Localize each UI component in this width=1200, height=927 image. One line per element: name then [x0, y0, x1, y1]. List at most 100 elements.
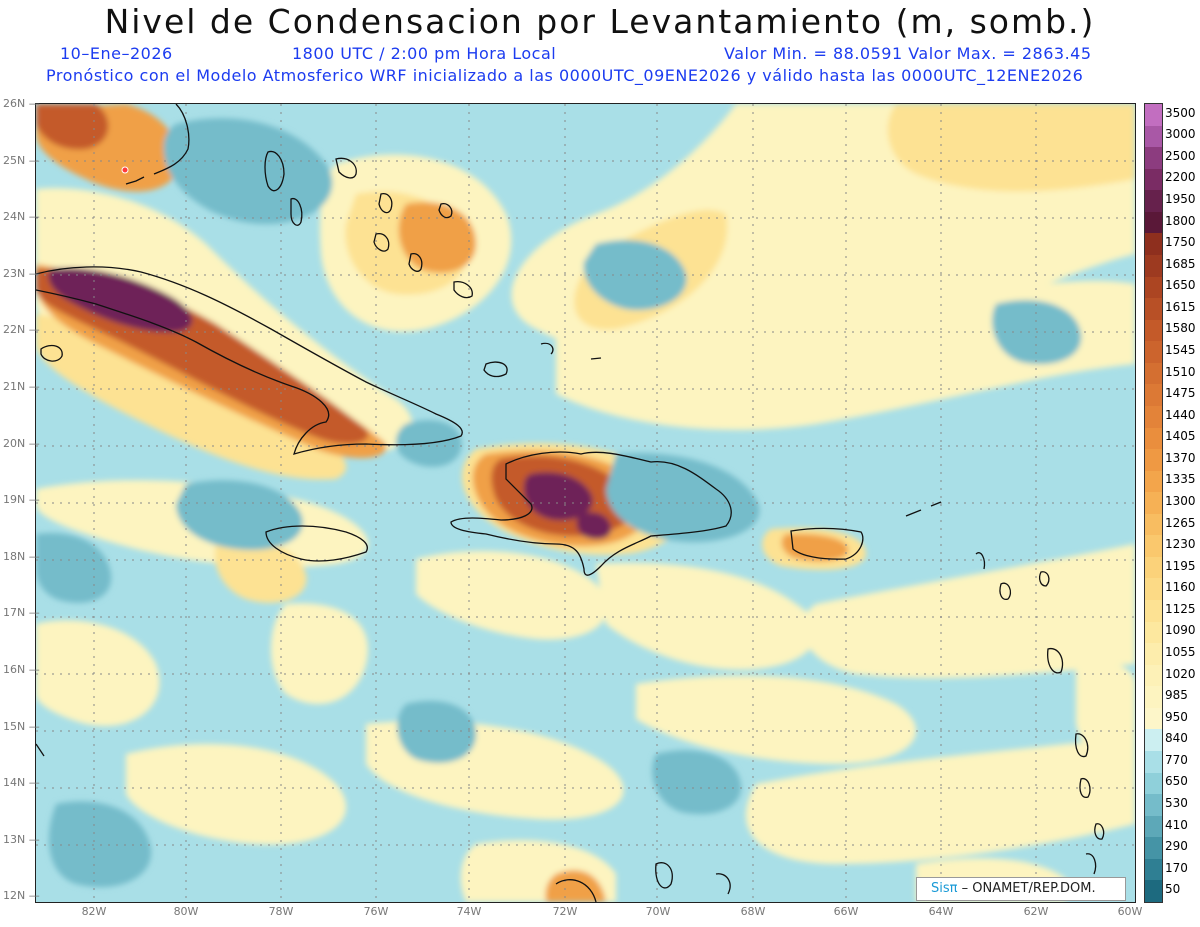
- graticule: [36, 104, 1135, 902]
- colorbar-label: 3500: [1165, 105, 1196, 120]
- colorbar-segment: [1145, 341, 1162, 364]
- lon-label: 60W: [1117, 905, 1143, 918]
- colorbar-segment: [1145, 104, 1162, 126]
- colorbar-segment: [1145, 362, 1162, 385]
- puerto-rico-coast: [790, 527, 864, 560]
- lat-label: 18N —: [3, 549, 40, 563]
- colorbar-label: 2200: [1165, 170, 1196, 185]
- lat-label: 12N —: [3, 889, 40, 903]
- colorbar-label: 840: [1165, 731, 1188, 746]
- colorbar-label: 1090: [1165, 623, 1196, 638]
- hispaniola-coast: [450, 451, 732, 576]
- colorbar-segment: [1145, 233, 1162, 256]
- colorbar-label: 1750: [1165, 235, 1196, 250]
- lat-label: 23N —: [3, 266, 40, 280]
- lon-label: 82W: [81, 905, 107, 918]
- colorbar-label: 1650: [1165, 278, 1196, 293]
- cuba-coast: [36, 266, 463, 455]
- lat-label: 24N —: [3, 210, 40, 224]
- colorbar-label: 950: [1165, 709, 1188, 724]
- colorbar-label: 1020: [1165, 666, 1196, 681]
- colorbar-segment: [1145, 276, 1162, 299]
- lon-label: 74W: [456, 905, 482, 918]
- colorbar-label: 410: [1165, 817, 1188, 832]
- colorbar-label: 1370: [1165, 450, 1196, 465]
- colorbar-label: 1510: [1165, 364, 1196, 379]
- lon-label: 66W: [833, 905, 859, 918]
- colorbar-label: 650: [1165, 774, 1188, 789]
- colorbar-label: 1335: [1165, 472, 1196, 487]
- colorbar-label: 1685: [1165, 256, 1196, 271]
- min-max-values: Valor Min. = 88.0591 Valor Max. = 2863.4…: [724, 44, 1092, 63]
- colorbar-segment: [1145, 125, 1162, 148]
- colorbar-label: 1230: [1165, 537, 1196, 552]
- bahamas-andros: [264, 150, 285, 192]
- colorbar-label: 1405: [1165, 429, 1196, 444]
- lon-label: 68W: [740, 905, 766, 918]
- lat-label: 20N —: [3, 436, 40, 450]
- colorbar-segment: [1145, 298, 1162, 321]
- colorbar-segment: [1145, 686, 1162, 709]
- colorbar-segment: [1145, 513, 1162, 536]
- colorbar-label: 50: [1165, 882, 1181, 897]
- colorbar-segment: [1145, 319, 1162, 342]
- jamaica-coast: [265, 525, 368, 562]
- lat-label: 17N —: [3, 606, 40, 620]
- colorbar-segment: [1145, 837, 1162, 860]
- colorbar-label: 985: [1165, 688, 1188, 703]
- credit-org: – ONAMET/REP.DOM.: [961, 881, 1096, 896]
- colorbar-segment: [1145, 600, 1162, 623]
- lat-label: 16N —: [3, 663, 40, 676]
- lcl-map: [35, 103, 1136, 903]
- colorbar-label: 1300: [1165, 494, 1196, 508]
- colorbar-segment: [1145, 147, 1162, 170]
- lat-label: 19N —: [3, 493, 40, 507]
- colorbar-segment: [1145, 729, 1162, 752]
- lon-label: 76W: [363, 905, 389, 918]
- colorbar-label: 2500: [1165, 148, 1196, 163]
- colorbar-segment: [1145, 794, 1162, 817]
- colorbar-segment: [1145, 772, 1162, 795]
- map-field-svg: [36, 104, 1135, 902]
- colorbar-segment: [1145, 858, 1162, 881]
- colorbar-label: 1440: [1165, 407, 1196, 422]
- colorbar-label: 530: [1165, 795, 1188, 810]
- colorbar-label: 1195: [1165, 558, 1196, 573]
- colorbar-segment: [1145, 254, 1162, 277]
- colorbar-segment: [1145, 470, 1162, 493]
- lon-label: 70W: [645, 905, 671, 918]
- colorbar-label: 1615: [1165, 299, 1196, 314]
- colorbar-label: 1160: [1165, 580, 1196, 595]
- colorbar-label: 1475: [1165, 386, 1196, 401]
- colorbar-segment: [1145, 880, 1162, 903]
- lat-label: 25N —: [3, 153, 40, 167]
- colorbar-label: 170: [1165, 860, 1188, 875]
- map-title: Nivel de Condensacion por Levantamiento …: [104, 2, 1096, 41]
- colorbar-segment: [1145, 405, 1162, 428]
- lon-label: 62W: [1023, 905, 1049, 918]
- colorbar-label: 1125: [1165, 601, 1196, 616]
- lon-label: 72W: [552, 905, 578, 918]
- colorbar-label: 1580: [1165, 321, 1196, 336]
- colorbar-segment: [1145, 211, 1162, 234]
- lat-label: 21N —: [3, 380, 40, 393]
- lat-label: 13N —: [3, 832, 40, 846]
- colorbar-segment: [1145, 384, 1162, 407]
- lon-label: 64W: [928, 905, 954, 918]
- colorbar-segment: [1145, 621, 1162, 644]
- lon-label: 80W: [173, 905, 199, 918]
- colorbar-label: 1545: [1165, 343, 1196, 358]
- colorbar-label: 1055: [1165, 644, 1196, 659]
- lat-label: 15N —: [3, 719, 40, 733]
- colorbar-segment: [1145, 449, 1162, 472]
- colorbar-segment: [1145, 578, 1162, 601]
- credit-box: Sisπ – ONAMET/REP.DOM.: [916, 877, 1126, 901]
- colorbar-segment: [1145, 643, 1162, 666]
- florida-coast: [153, 104, 190, 175]
- colorbar-label: 3000: [1165, 127, 1196, 142]
- colorbar-label: 770: [1165, 752, 1188, 767]
- lat-label: 22N —: [3, 323, 40, 337]
- colorbar-label: 1265: [1165, 515, 1196, 530]
- colorbar-segment: [1145, 707, 1162, 730]
- lat-label: 14N —: [3, 776, 40, 790]
